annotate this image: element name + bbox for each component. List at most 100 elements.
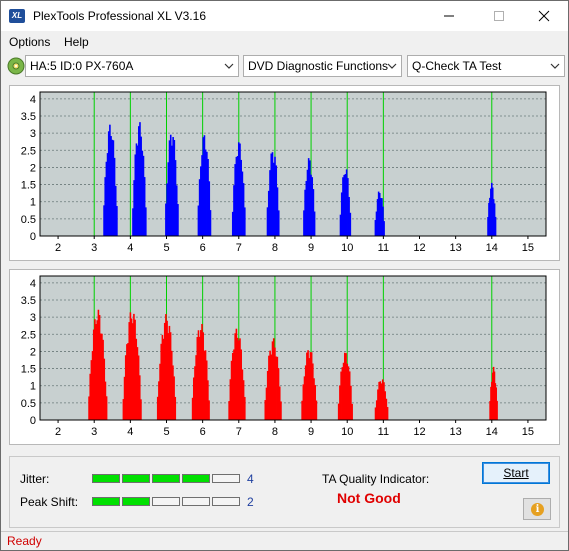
title-bar: XL PlexTools Professional XL V3.16 [1,1,568,31]
data-bar [313,378,315,420]
data-bar [230,360,233,420]
data-bar [202,137,205,236]
data-bar [140,136,142,236]
data-bar [145,207,147,236]
data-bar [492,366,495,420]
function-select[interactable]: DVD Diagnostic Functions [243,55,402,77]
data-bar [122,399,125,420]
data-bar [272,162,275,236]
data-bar [102,339,104,420]
data-bar [130,318,133,420]
data-bar [490,188,492,236]
data-bar [201,155,203,236]
data-bar [377,191,380,236]
x-tick-label: 11 [378,426,389,438]
data-bar [103,358,106,420]
menu-options[interactable]: Options [9,35,51,49]
data-bar [301,400,303,420]
maximize-button[interactable] [476,1,522,31]
x-tick-label: 5 [163,242,169,254]
data-bar [105,161,108,236]
data-bar [203,350,206,420]
data-bar [194,366,196,420]
menu-help[interactable]: Help [64,35,89,49]
data-bar [133,180,135,236]
data-bar [134,154,137,236]
data-bar [276,356,279,420]
data-bar [310,174,312,236]
y-tick-label: 4 [30,94,36,106]
jitter-segment [152,474,180,483]
data-bar [143,177,146,236]
close-button[interactable] [521,1,567,31]
x-axis-band [40,420,546,438]
data-bar [266,207,269,236]
data-bar [310,352,313,420]
data-bar [347,178,349,236]
data-bar [348,196,350,236]
data-bar [348,371,351,420]
data-bar [488,202,490,236]
data-bar [346,363,349,420]
drive-select[interactable]: HA:5 ID:0 PX-760A [25,55,239,77]
data-bar [239,143,241,236]
x-tick-label: 7 [236,242,242,254]
top-chart-panel: 0 0.5 1 1.5 2 2.5 3 3.5 4 2 3 4 5 6 7 8 9 10 11 12 13 14 15 [9,85,560,261]
test-select[interactable]: Q-Check TA Test [407,55,565,77]
data-bar [171,145,173,236]
data-bar [173,376,175,420]
y-tick-label: 2.5 [21,145,36,157]
data-bar [277,210,280,236]
data-bar [138,375,141,420]
data-bar [311,177,314,236]
data-bar [302,384,305,420]
y-tick-label: 0 [30,415,36,427]
y-tick-label: 2 [30,162,36,174]
x-tick-label: 13 [450,242,462,254]
data-bar [198,179,201,236]
data-bar [195,355,197,420]
data-bar [103,205,105,236]
peak-shift-value: 2 [247,495,254,509]
data-bar [309,352,312,420]
data-bar [169,134,172,236]
data-bar [207,380,209,420]
data-bar [242,183,245,236]
y-tick-label: 0 [30,231,36,243]
data-bar [97,309,100,420]
data-bar [378,381,380,420]
data-bar [166,320,168,420]
data-bar [94,319,96,420]
data-bar [131,323,134,420]
data-bar [91,351,94,420]
minimize-button[interactable] [426,1,472,31]
data-bar [135,338,138,420]
start-button[interactable]: Start [482,462,550,484]
data-bar [235,328,238,420]
x-tick-label: 11 [378,242,389,254]
data-bar [274,347,276,420]
x-tick-label: 15 [522,426,534,438]
data-bar [136,347,139,420]
data-bar [129,312,132,420]
data-bar [127,343,129,420]
data-bar [314,385,317,420]
data-bar [343,174,345,236]
y-tick-label: 0.5 [21,398,36,410]
data-bar [340,192,343,236]
data-bar [236,337,239,420]
peak-shift-segment [92,497,120,506]
x-tick-label: 14 [486,426,498,438]
bottom-chart-panel: 0 0.5 1 1.5 2 2.5 3 3.5 4 2 3 4 5 6 7 8 9 10 11 12 13 14 15 [9,269,560,445]
data-bar [234,333,236,420]
data-bar [139,122,141,236]
toolbar: HA:5 ID:0 PX-760A DVD Diagnostic Functio… [1,53,568,79]
data-bar [208,400,210,420]
info-button[interactable]: i [523,498,551,520]
data-bar [312,363,314,420]
data-bar [112,140,115,236]
data-bar [385,398,388,420]
peak-shift-segment [212,497,240,506]
data-bar [244,207,246,236]
data-bar [128,322,131,420]
